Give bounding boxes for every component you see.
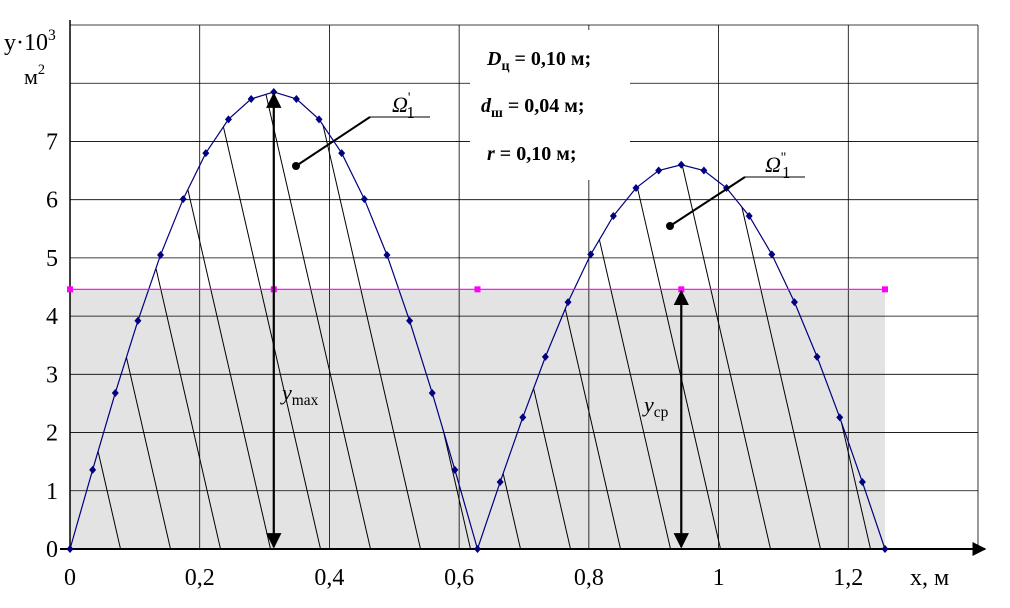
hatch-line (70, 91, 72, 549)
ycp-label-sub: ср (654, 404, 669, 421)
param: r = 0,10 м; (487, 143, 576, 165)
param-sub: ш (491, 106, 503, 121)
param-rest: = 0,10 м; (495, 143, 577, 165)
marker (587, 250, 595, 259)
leader (669, 176, 746, 227)
marker (66, 545, 74, 553)
param-text: d (481, 95, 492, 117)
marker (677, 160, 685, 169)
marker (609, 211, 617, 220)
y-tick-label: 3 (46, 362, 58, 388)
x-tick-label: 0,2 (185, 565, 215, 591)
y-tick-label: 1 (46, 479, 58, 505)
marker (632, 184, 640, 193)
marker (745, 211, 753, 220)
x-tick-label: 0 (64, 565, 76, 591)
leader-dot (292, 162, 300, 170)
y-axis-label-sup: 3 (48, 27, 56, 44)
ycp-label-text: y (642, 392, 654, 417)
param-sub: ц (501, 59, 509, 74)
y-axis-unit-text: м (24, 64, 38, 89)
param: Dц = 0,10 м; (486, 48, 591, 74)
marker (360, 195, 368, 204)
area-label: Ω'' 1 (765, 150, 790, 182)
area-label-sup: ' (408, 90, 411, 106)
marker (292, 94, 300, 103)
x-tick-label: 0,6 (444, 565, 474, 591)
marker (881, 545, 889, 553)
leader (295, 116, 371, 167)
marker (836, 413, 844, 422)
y-tick-label: 2 (46, 421, 58, 447)
marker (67, 286, 73, 293)
hatch-line (0, 25, 21, 549)
y-axis-label-text: y·10 (4, 30, 48, 56)
x-tick-label: 1,2 (833, 565, 863, 591)
x-axis-label: x, м (910, 565, 949, 591)
marker (474, 286, 481, 293)
param-text: r (487, 143, 495, 165)
marker (451, 465, 459, 474)
area-label: Ω' 1 (392, 90, 415, 122)
marker (496, 478, 504, 487)
y-tick-label: 5 (46, 246, 58, 272)
marker (790, 298, 798, 307)
y-tick-label: 4 (46, 304, 58, 330)
marker (338, 149, 346, 158)
ycp-label: yср (642, 392, 669, 421)
marker (224, 115, 232, 124)
y-tick-label: 6 (46, 188, 58, 214)
marker (813, 352, 821, 361)
area-label-sub: 1 (407, 103, 415, 122)
y-axis-label: y·103 (4, 27, 56, 56)
area-label-text: Ω (392, 92, 408, 117)
marker (678, 286, 685, 293)
marker (428, 388, 436, 397)
marker (519, 413, 527, 422)
y-tick-label: 0 (46, 537, 58, 563)
marker (111, 388, 119, 397)
ymax-label-text: y (280, 380, 292, 405)
leader-dot (666, 222, 674, 230)
y-axis-unit: м2 (24, 62, 45, 89)
marker (406, 316, 414, 325)
param-text: D (486, 48, 501, 70)
marker (655, 166, 663, 175)
area-label-text: Ω (765, 152, 781, 177)
params-bg (470, 30, 630, 180)
ymax-label-sub: max (292, 392, 319, 409)
marker (473, 545, 481, 553)
area-label-sub: 1 (782, 163, 790, 182)
marker (247, 94, 255, 103)
marker (541, 352, 549, 361)
marker (179, 195, 187, 204)
param-rest: = 0,10 м; (510, 48, 592, 70)
marker (768, 250, 776, 259)
marker (315, 115, 323, 124)
y-axis-unit-sup: 2 (38, 62, 45, 78)
marker (383, 250, 391, 259)
x-tick-label: 1 (713, 565, 725, 591)
param: dш = 0,04 м; (481, 95, 585, 121)
x-tick-label: 0,8 (574, 565, 604, 591)
marker (564, 298, 572, 307)
marker (202, 149, 210, 158)
marker (700, 166, 708, 175)
area-label-sup: '' (781, 150, 786, 166)
param-rest: = 0,04 м; (503, 95, 585, 117)
marker (89, 465, 97, 474)
average-area (70, 289, 885, 549)
marker (881, 286, 888, 293)
hatch-line (70, 91, 122, 549)
ymax-label: ymax (280, 380, 319, 409)
marker (858, 478, 866, 487)
marker (157, 250, 165, 259)
x-tick-label: 0,4 (314, 565, 344, 591)
y-tick-label: 7 (46, 129, 58, 155)
marker (134, 316, 142, 325)
